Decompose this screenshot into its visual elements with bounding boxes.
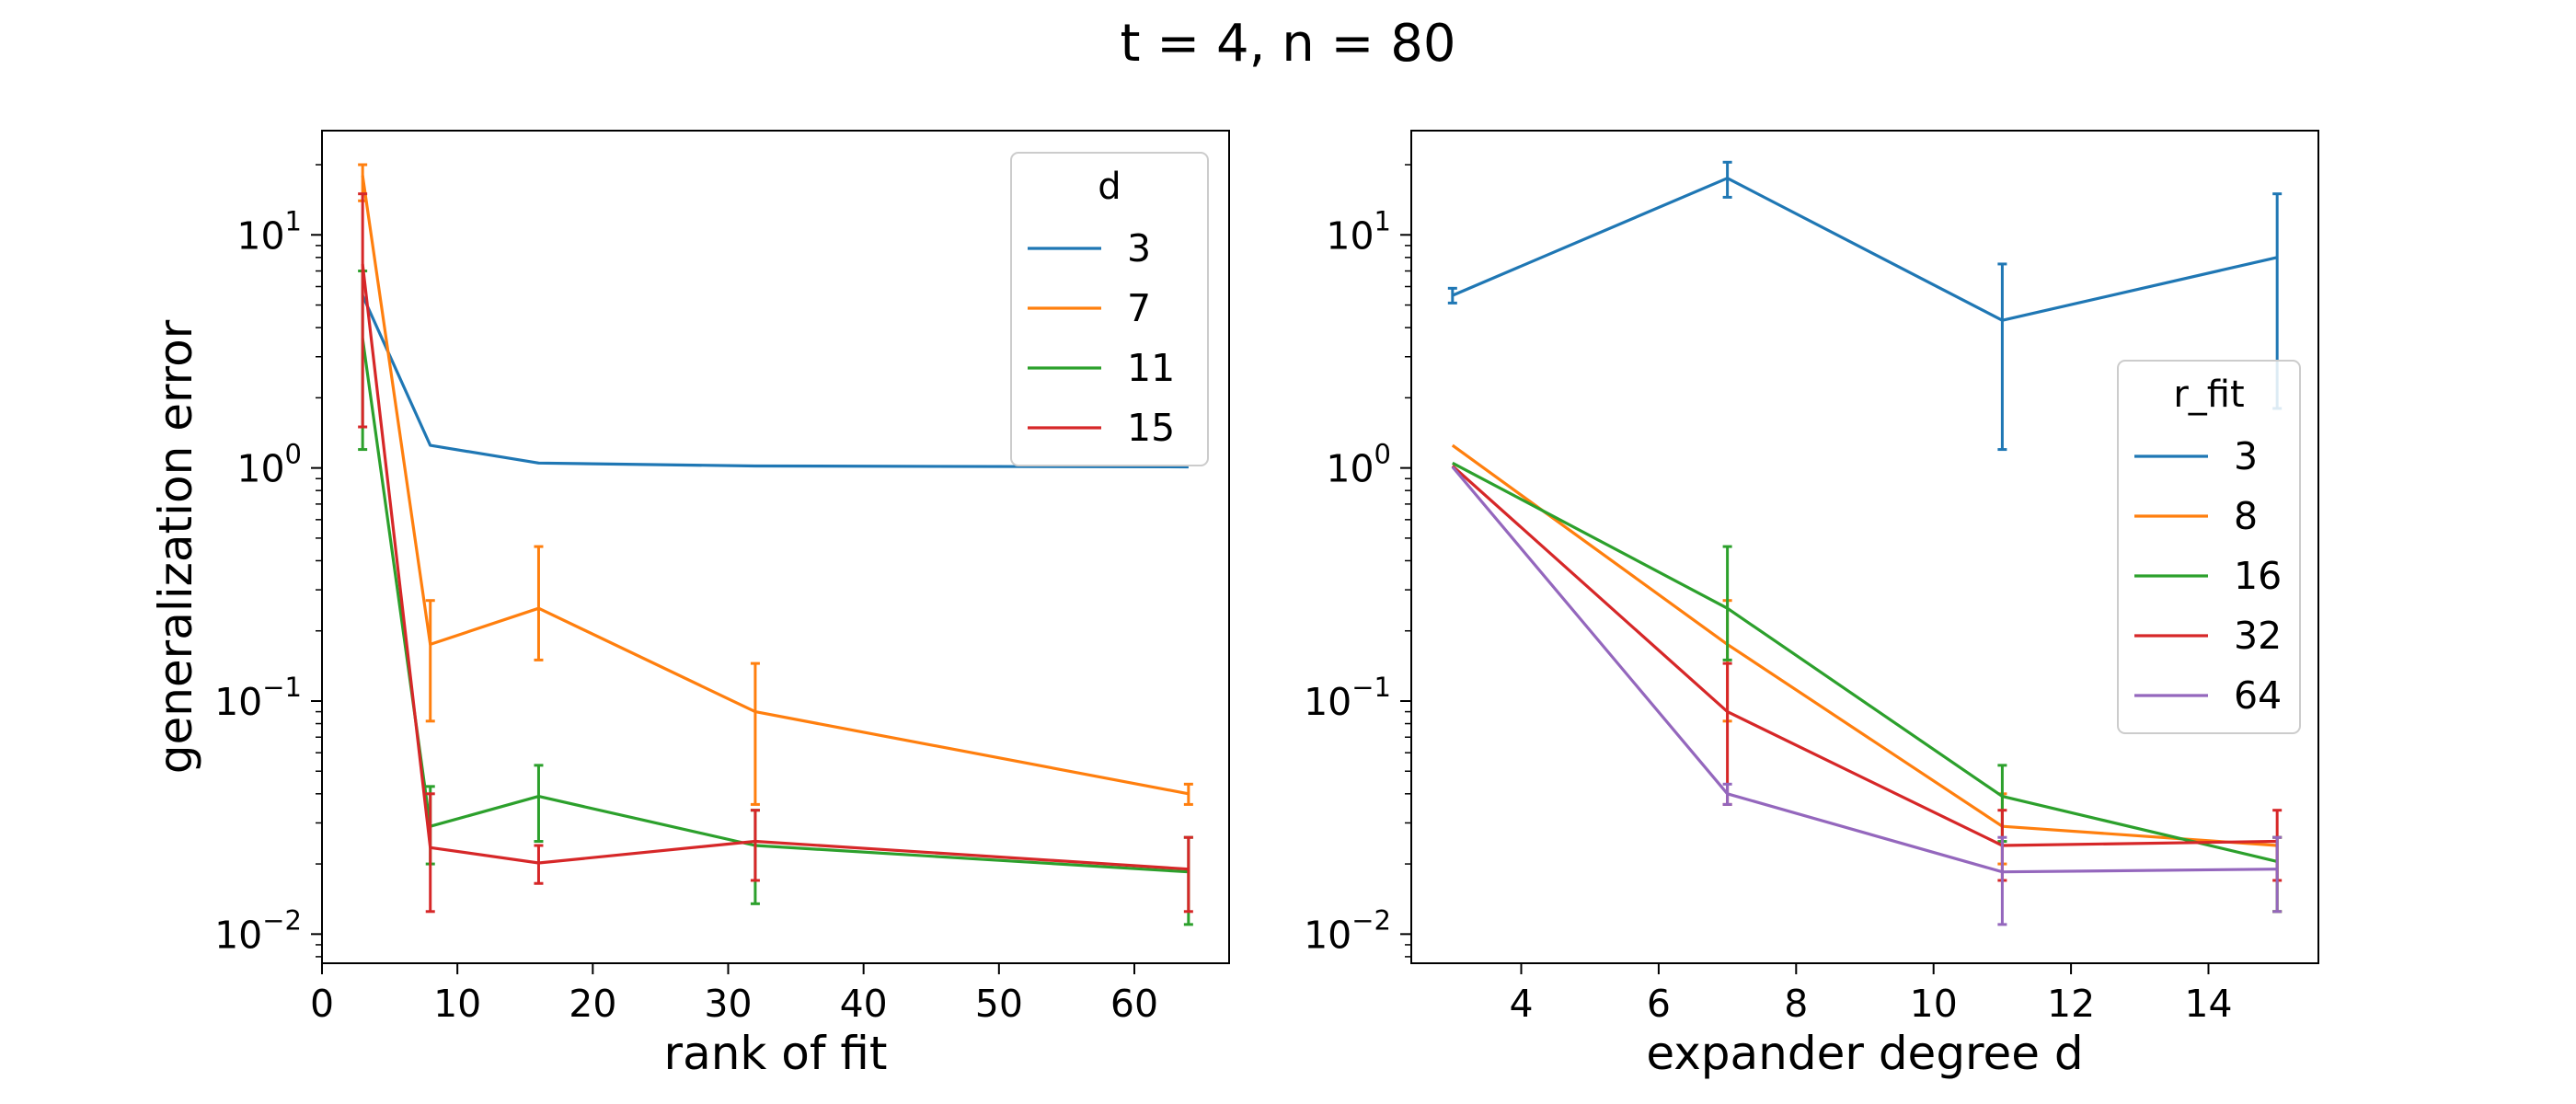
left-x-tick-label: 10 xyxy=(433,982,481,1026)
left-series-3 xyxy=(361,294,1189,469)
right-series-line xyxy=(1451,443,2278,847)
right-series-line xyxy=(1451,466,2278,874)
right-axes-frame xyxy=(1410,130,2319,964)
left-legend-box xyxy=(1010,152,1209,466)
left-y-axis-label: generalization error xyxy=(149,319,202,774)
right-axes-ticks: 4 6 8 10 12 14 10−2 10−1 100 101 xyxy=(1304,164,2233,1026)
right-y-tick-label: 10−1 xyxy=(1304,672,1391,724)
left-x-tick-label: 60 xyxy=(1110,982,1158,1026)
left-x-tick-label: 30 xyxy=(704,982,752,1026)
right-legend-label: 32 xyxy=(2234,614,2282,658)
right-x-tick-label: 14 xyxy=(2184,982,2232,1026)
right-series-line xyxy=(1451,465,2278,847)
right-legend-label: 3 xyxy=(2234,434,2258,478)
left-legend-label: 15 xyxy=(1127,406,1175,450)
right-x-tick-label: 10 xyxy=(1910,982,1958,1026)
left-y-tick-label: 10−1 xyxy=(214,672,302,724)
right-x-axis-label: expander degree d xyxy=(1646,1027,2083,1080)
right-series-64 xyxy=(1451,466,2283,926)
right-legend-label: 64 xyxy=(2234,673,2282,718)
right-x-tick-label: 12 xyxy=(2047,982,2095,1026)
left-series-15 xyxy=(358,192,1193,914)
left-y-tick-label: 10−2 xyxy=(214,904,302,957)
right-x-tick-label: 4 xyxy=(1509,982,1533,1026)
right-x-tick-label: 6 xyxy=(1647,982,1671,1026)
left-x-tick-label: 40 xyxy=(840,982,888,1026)
right-y-tick-label: 100 xyxy=(1326,439,1391,491)
right-panel-expander-degree: 4 6 8 10 12 14 10−2 10−1 100 101 expander degree … xyxy=(1304,130,2319,1080)
left-x-tick-label: 0 xyxy=(310,982,334,1026)
left-y-tick-label: 101 xyxy=(236,205,302,258)
right-series-3 xyxy=(1447,160,2283,452)
right-legend: r_fit 3 8 16 32 64 xyxy=(2117,360,2301,734)
left-legend-label: 11 xyxy=(1127,346,1175,390)
left-legend-title: d xyxy=(1098,166,1121,208)
left-legend-label: 7 xyxy=(1127,286,1151,330)
left-plot-area xyxy=(358,163,1193,926)
left-legend: d3 7 11 15 xyxy=(1010,152,1209,466)
left-y-tick-label: 100 xyxy=(236,439,302,491)
left-x-axis-label: rank of fit xyxy=(664,1027,888,1080)
right-plot-area xyxy=(1447,160,2283,926)
right-legend-title: r_fit xyxy=(2173,374,2244,416)
right-x-tick-label: 8 xyxy=(1784,982,1808,1026)
left-legend-label: 3 xyxy=(1127,226,1151,270)
left-x-tick-label: 20 xyxy=(569,982,616,1026)
left-axes-ticks: 0 10 20 30 40 50 60 10−2 10−1 100 101 xyxy=(214,164,1158,1026)
figure-title: t = 4, n = 80 xyxy=(1121,14,1456,74)
right-y-tick-label: 101 xyxy=(1326,205,1391,258)
right-legend-box xyxy=(2117,360,2301,734)
right-legend-label: 8 xyxy=(2234,494,2258,538)
left-axes-frame xyxy=(321,130,1230,964)
left-series-7 xyxy=(358,163,1193,806)
left-x-tick-label: 50 xyxy=(975,982,1023,1026)
left-series-line xyxy=(361,294,1189,469)
right-series-line xyxy=(1452,177,2278,322)
right-legend-label: 16 xyxy=(2234,554,2282,598)
right-series-line xyxy=(1452,461,2278,863)
right-y-tick-label: 10−2 xyxy=(1304,904,1391,957)
